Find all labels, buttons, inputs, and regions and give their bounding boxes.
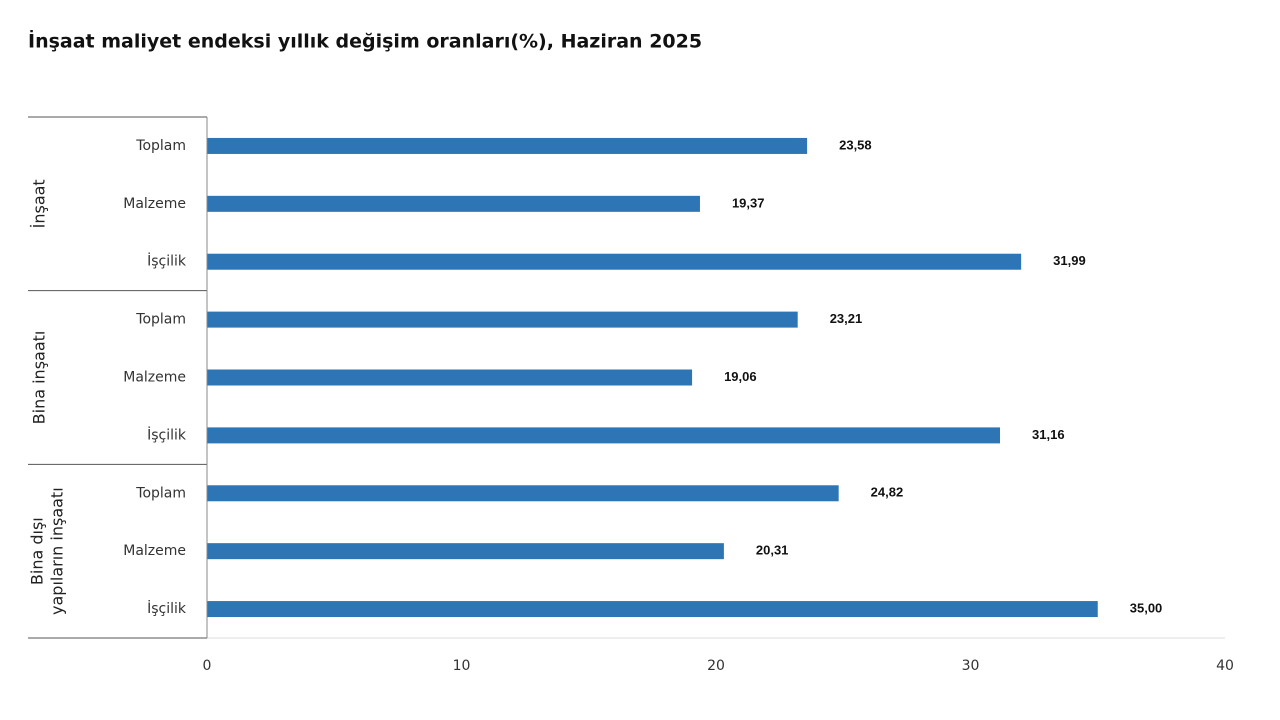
bar [207,427,1001,444]
value-label: 31,99 [1053,253,1086,268]
value-label: 19,37 [732,195,765,210]
value-label: 19,06 [724,369,757,384]
value-label: 20,31 [756,543,789,558]
bar [207,601,1098,618]
group-label: İnşaat [30,179,49,228]
value-label: 23,21 [830,311,863,326]
group-label: Bina dışı [28,517,47,585]
x-tick-label: 0 [203,658,212,674]
chart-title: İnşaat maliyet endeksi yıllık değişim or… [28,29,702,53]
y-tick-label: Toplam [135,485,186,501]
bar [207,485,839,502]
group-label: Bina inşaatı [30,331,49,425]
y-tick-label: İşçilik [147,599,187,617]
value-label: 31,16 [1032,427,1065,442]
value-label: 35,00 [1130,600,1163,615]
bar [207,195,700,212]
y-tick-label: Toplam [135,138,186,154]
bar [207,311,798,328]
value-label: 24,82 [871,485,904,500]
y-tick-label: Malzeme [123,543,186,559]
x-tick-label: 10 [453,658,471,674]
bar [207,543,724,560]
group-label: yapıların inşaatı [48,487,67,615]
bar [207,137,808,154]
x-tick-label: 30 [962,658,980,674]
y-tick-label: İşçilik [147,252,187,270]
bar [207,369,693,386]
x-tick-label: 40 [1216,658,1234,674]
y-tick-label: Malzeme [123,196,186,212]
y-tick-label: Toplam [135,312,186,328]
x-tick-label: 20 [707,658,725,674]
value-label: 23,58 [839,137,872,152]
y-tick-label: Malzeme [123,370,186,386]
bar [207,253,1022,270]
y-tick-label: İşçilik [147,425,187,443]
